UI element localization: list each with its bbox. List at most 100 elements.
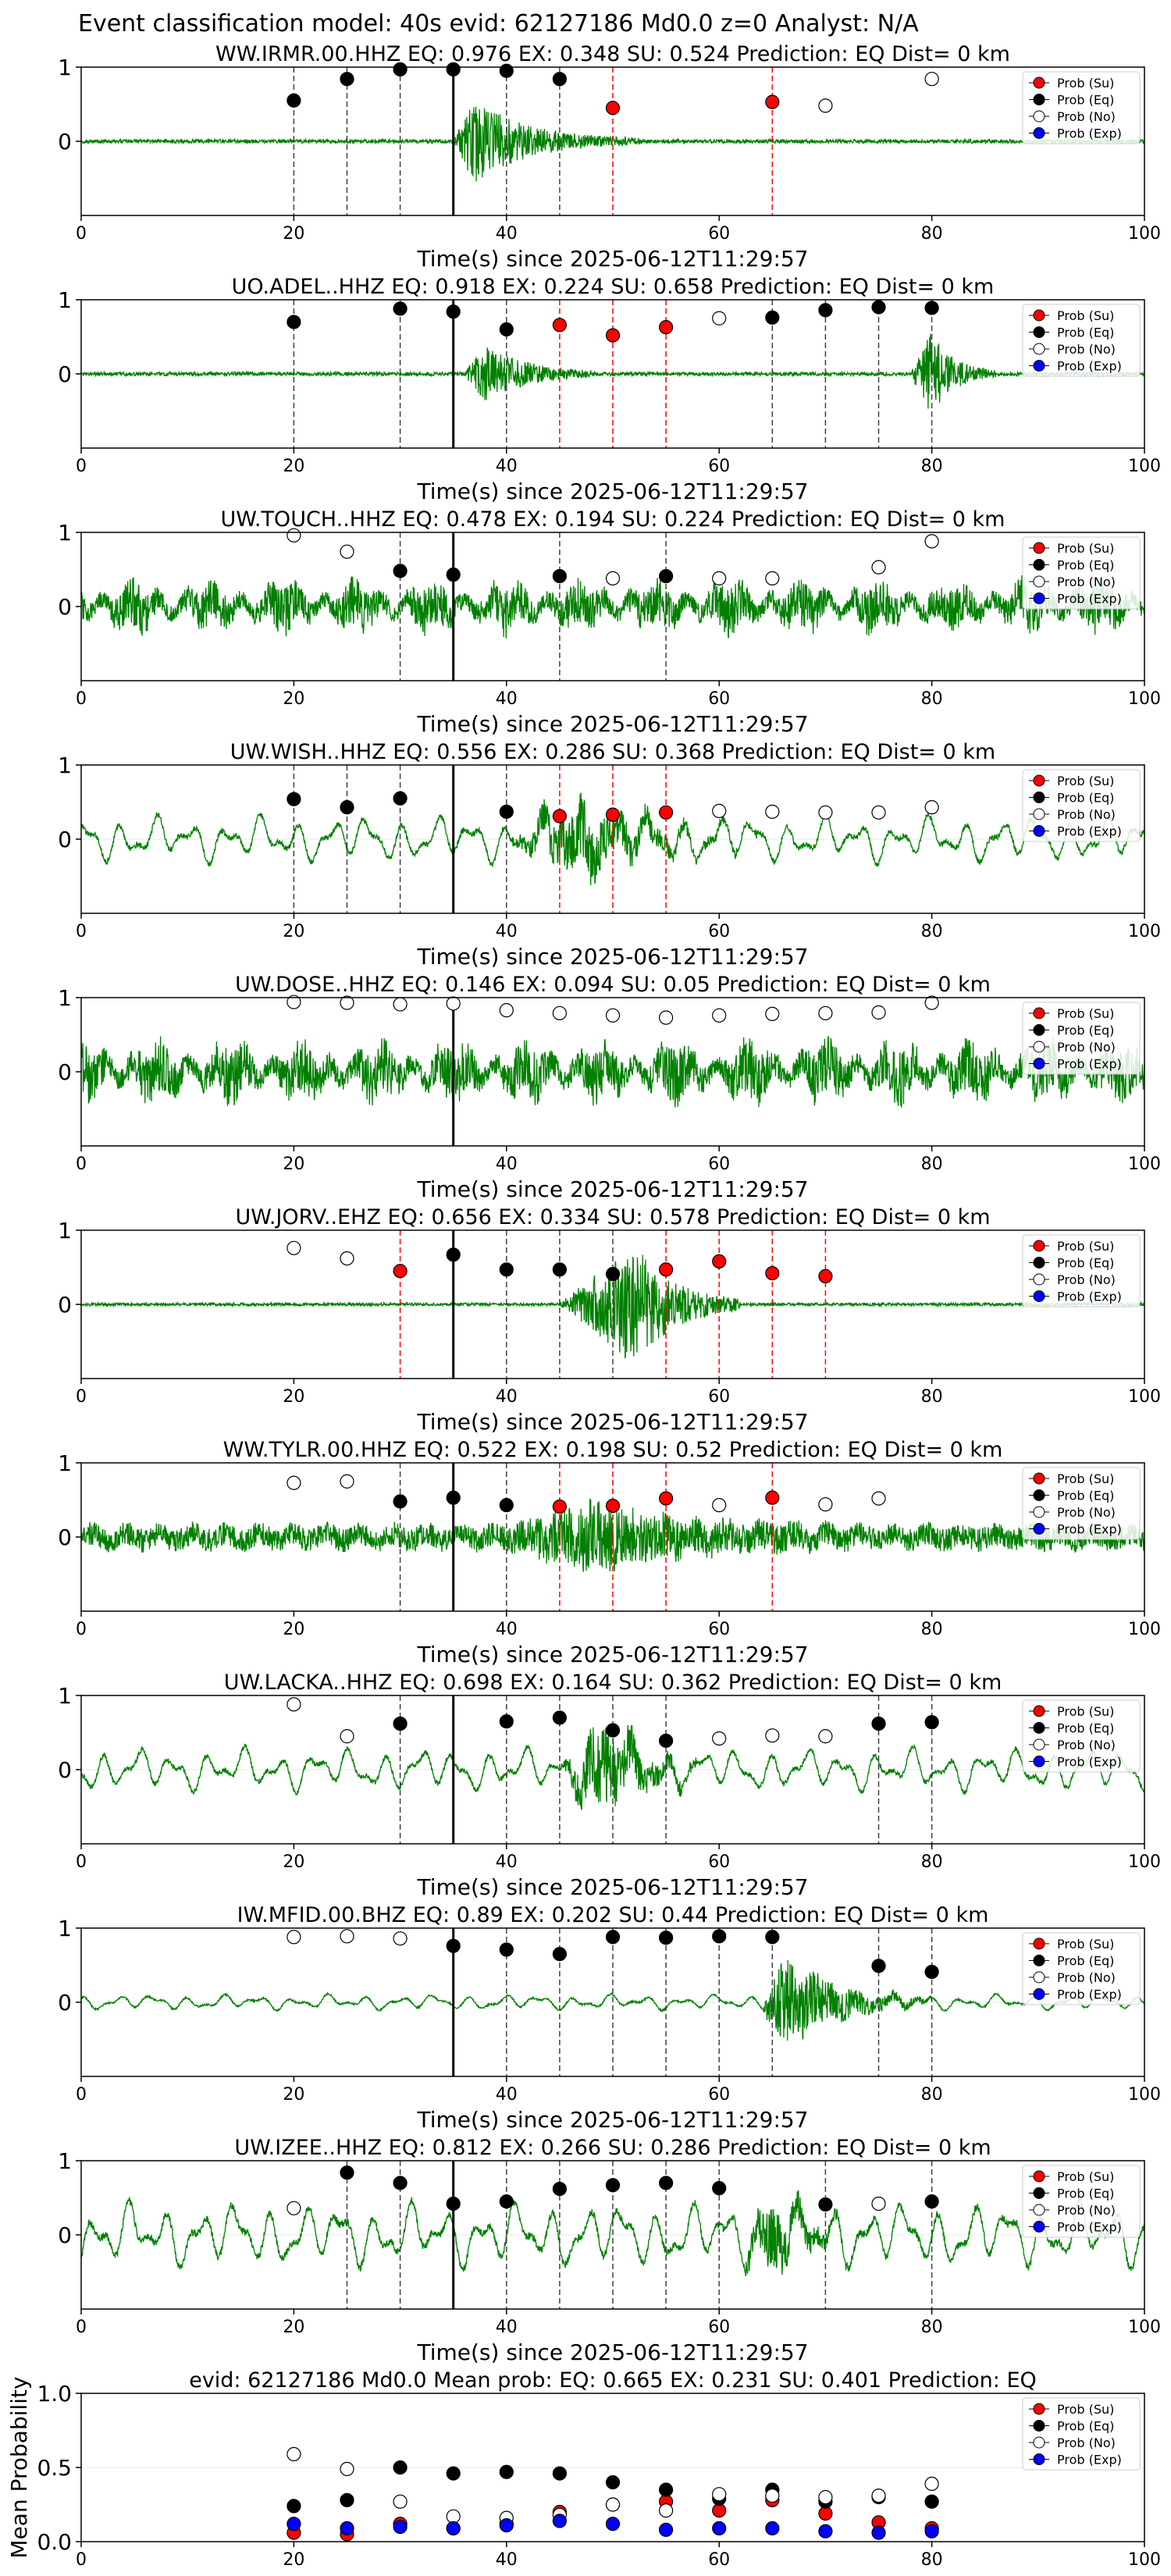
y-tick-label: 0	[58, 1292, 72, 1318]
x-axis-label: Time(s) since 2025-06-12T11:29:57	[416, 1409, 808, 1435]
legend-swatch-exp	[1033, 1290, 1045, 1302]
prob-marker-no	[924, 995, 939, 1010]
y-tick-label: 1	[58, 753, 72, 778]
legend-swatch-su	[1033, 1705, 1045, 1717]
legend-swatch-eq	[1033, 1955, 1045, 1966]
x-tick-label: 0	[76, 457, 87, 476]
mean-prob-point-no	[924, 2476, 939, 2491]
legend-box	[1022, 769, 1141, 842]
prob-marker-no	[765, 804, 780, 819]
legend-swatch-exp	[1033, 1058, 1045, 1069]
prob-marker-eq	[712, 1929, 727, 1944]
legend: Prob (Su)Prob (Eq)Prob (No)Prob (Exp)	[1022, 1467, 1141, 1540]
legend-swatch-no	[1033, 1506, 1045, 1518]
legend-swatch-su	[1033, 309, 1045, 322]
y-tick-label: 1	[58, 1218, 72, 1244]
mean-prob-point-no	[818, 2489, 833, 2505]
x-tick-label: 100	[1128, 2550, 1161, 2570]
mean-prob-point-eq	[552, 2466, 568, 2481]
legend-label: Prob (Su)	[1057, 774, 1114, 788]
prob-marker-no	[871, 560, 886, 575]
legend-label: Prob (Exp)	[1057, 592, 1122, 607]
legend-label: Prob (Exp)	[1057, 2220, 1122, 2235]
x-tick-label: 100	[1128, 922, 1161, 941]
prob-marker-su	[658, 1491, 674, 1506]
prob-marker-eq	[712, 2181, 727, 2196]
legend-swatch-no	[1033, 343, 1045, 355]
legend-label: Prob (Eq)	[1057, 1721, 1114, 1736]
panel-title: UW.LACKA..HHZ EQ: 0.698 EX: 0.164 SU: 0.…	[224, 1670, 1002, 1695]
prob-marker-su	[765, 1265, 780, 1281]
legend-label: Prob (Su)	[1057, 2402, 1114, 2417]
y-tick-label: 0	[58, 129, 72, 155]
mean-prob-point-su	[818, 2506, 833, 2521]
prob-marker-eq	[605, 1723, 621, 1738]
legend-swatch-eq	[1033, 1489, 1045, 1501]
panel-title: UW.DOSE..HHZ EQ: 0.146 EX: 0.094 SU: 0.0…	[235, 973, 991, 997]
legend-label: Prob (No)	[1057, 109, 1116, 124]
prob-marker-no	[658, 1010, 674, 1025]
mean-prob-point-eq	[924, 2494, 939, 2509]
legend-label: Prob (Su)	[1057, 541, 1114, 556]
prob-marker-no	[287, 1697, 301, 1712]
prob-marker-no	[287, 994, 301, 1009]
prob-marker-su	[658, 1262, 674, 1277]
y-tick-label: 0	[58, 361, 72, 387]
mean-prob-point-exp	[552, 2514, 568, 2528]
x-tick-label: 0	[76, 2550, 87, 2570]
x-tick-label: 40	[496, 1620, 518, 1639]
y-tick-label: 0	[58, 827, 72, 852]
x-tick-label: 100	[1128, 1852, 1161, 1872]
legend-swatch-eq	[1033, 1257, 1045, 1268]
y-tick-label: 1	[58, 1683, 72, 1709]
legend-swatch-exp	[1033, 127, 1045, 139]
prob-marker-eq	[446, 304, 461, 319]
prob-marker-eq	[499, 322, 514, 337]
legend-label: Prob (No)	[1057, 1738, 1116, 1752]
prob-marker-no	[712, 311, 727, 326]
prob-marker-eq	[552, 1947, 568, 1962]
x-tick-label: 0	[76, 224, 87, 244]
legend-label: Prob (Eq)	[1057, 1954, 1114, 1969]
prob-marker-eq	[446, 62, 461, 76]
prob-marker-no	[340, 544, 354, 559]
x-tick-label: 60	[708, 2318, 730, 2337]
x-tick-label: 40	[496, 922, 518, 941]
y-tick-label: 1	[58, 55, 72, 80]
x-tick-label: 100	[1128, 1620, 1161, 1639]
prob-marker-su	[552, 1499, 568, 1514]
legend-swatch-su	[1033, 2170, 1045, 2183]
prob-marker-su	[765, 94, 780, 109]
legend-box	[1022, 1467, 1141, 1540]
x-tick-label: 100	[1128, 2318, 1161, 2337]
legend-label: Prob (Su)	[1057, 1471, 1114, 1486]
x-tick-label: 40	[496, 2085, 518, 2105]
legend: Prob (Su)Prob (Eq)Prob (No)Prob (Exp)	[1022, 2397, 1141, 2471]
prob-marker-eq	[658, 568, 674, 584]
prob-marker-no	[340, 995, 354, 1010]
legend-label: Prob (No)	[1057, 1970, 1116, 1985]
legend-swatch-eq	[1033, 2187, 1045, 2199]
seismic-trace	[81, 575, 1144, 639]
prob-marker-su	[552, 809, 568, 824]
legend-box	[1022, 2165, 1141, 2238]
x-tick-label: 80	[921, 689, 943, 709]
legend-swatch-no	[1033, 808, 1045, 820]
panel-title: UW.JORV..EHZ EQ: 0.656 EX: 0.334 SU: 0.5…	[235, 1205, 990, 1229]
prob-marker-eq	[871, 300, 886, 315]
y-tick-label: 0	[58, 1059, 72, 1085]
legend: Prob (Su)Prob (Eq)Prob (No)Prob (Exp)	[1022, 1002, 1141, 1075]
y-tick-label: 0	[58, 1757, 72, 1783]
prob-marker-eq	[393, 301, 408, 316]
legend-swatch-su	[1033, 1007, 1045, 1019]
prob-marker-su	[393, 1264, 408, 1279]
x-tick-label: 80	[921, 2550, 943, 2570]
mean-prob-point-exp	[446, 2521, 461, 2535]
legend-swatch-no	[1033, 2436, 1045, 2449]
prob-marker-eq	[446, 568, 461, 582]
x-tick-label: 20	[283, 689, 304, 709]
mean-prob-point-su	[712, 2503, 727, 2518]
legend-label: Prob (No)	[1057, 807, 1116, 822]
x-tick-label: 40	[496, 1387, 518, 1407]
